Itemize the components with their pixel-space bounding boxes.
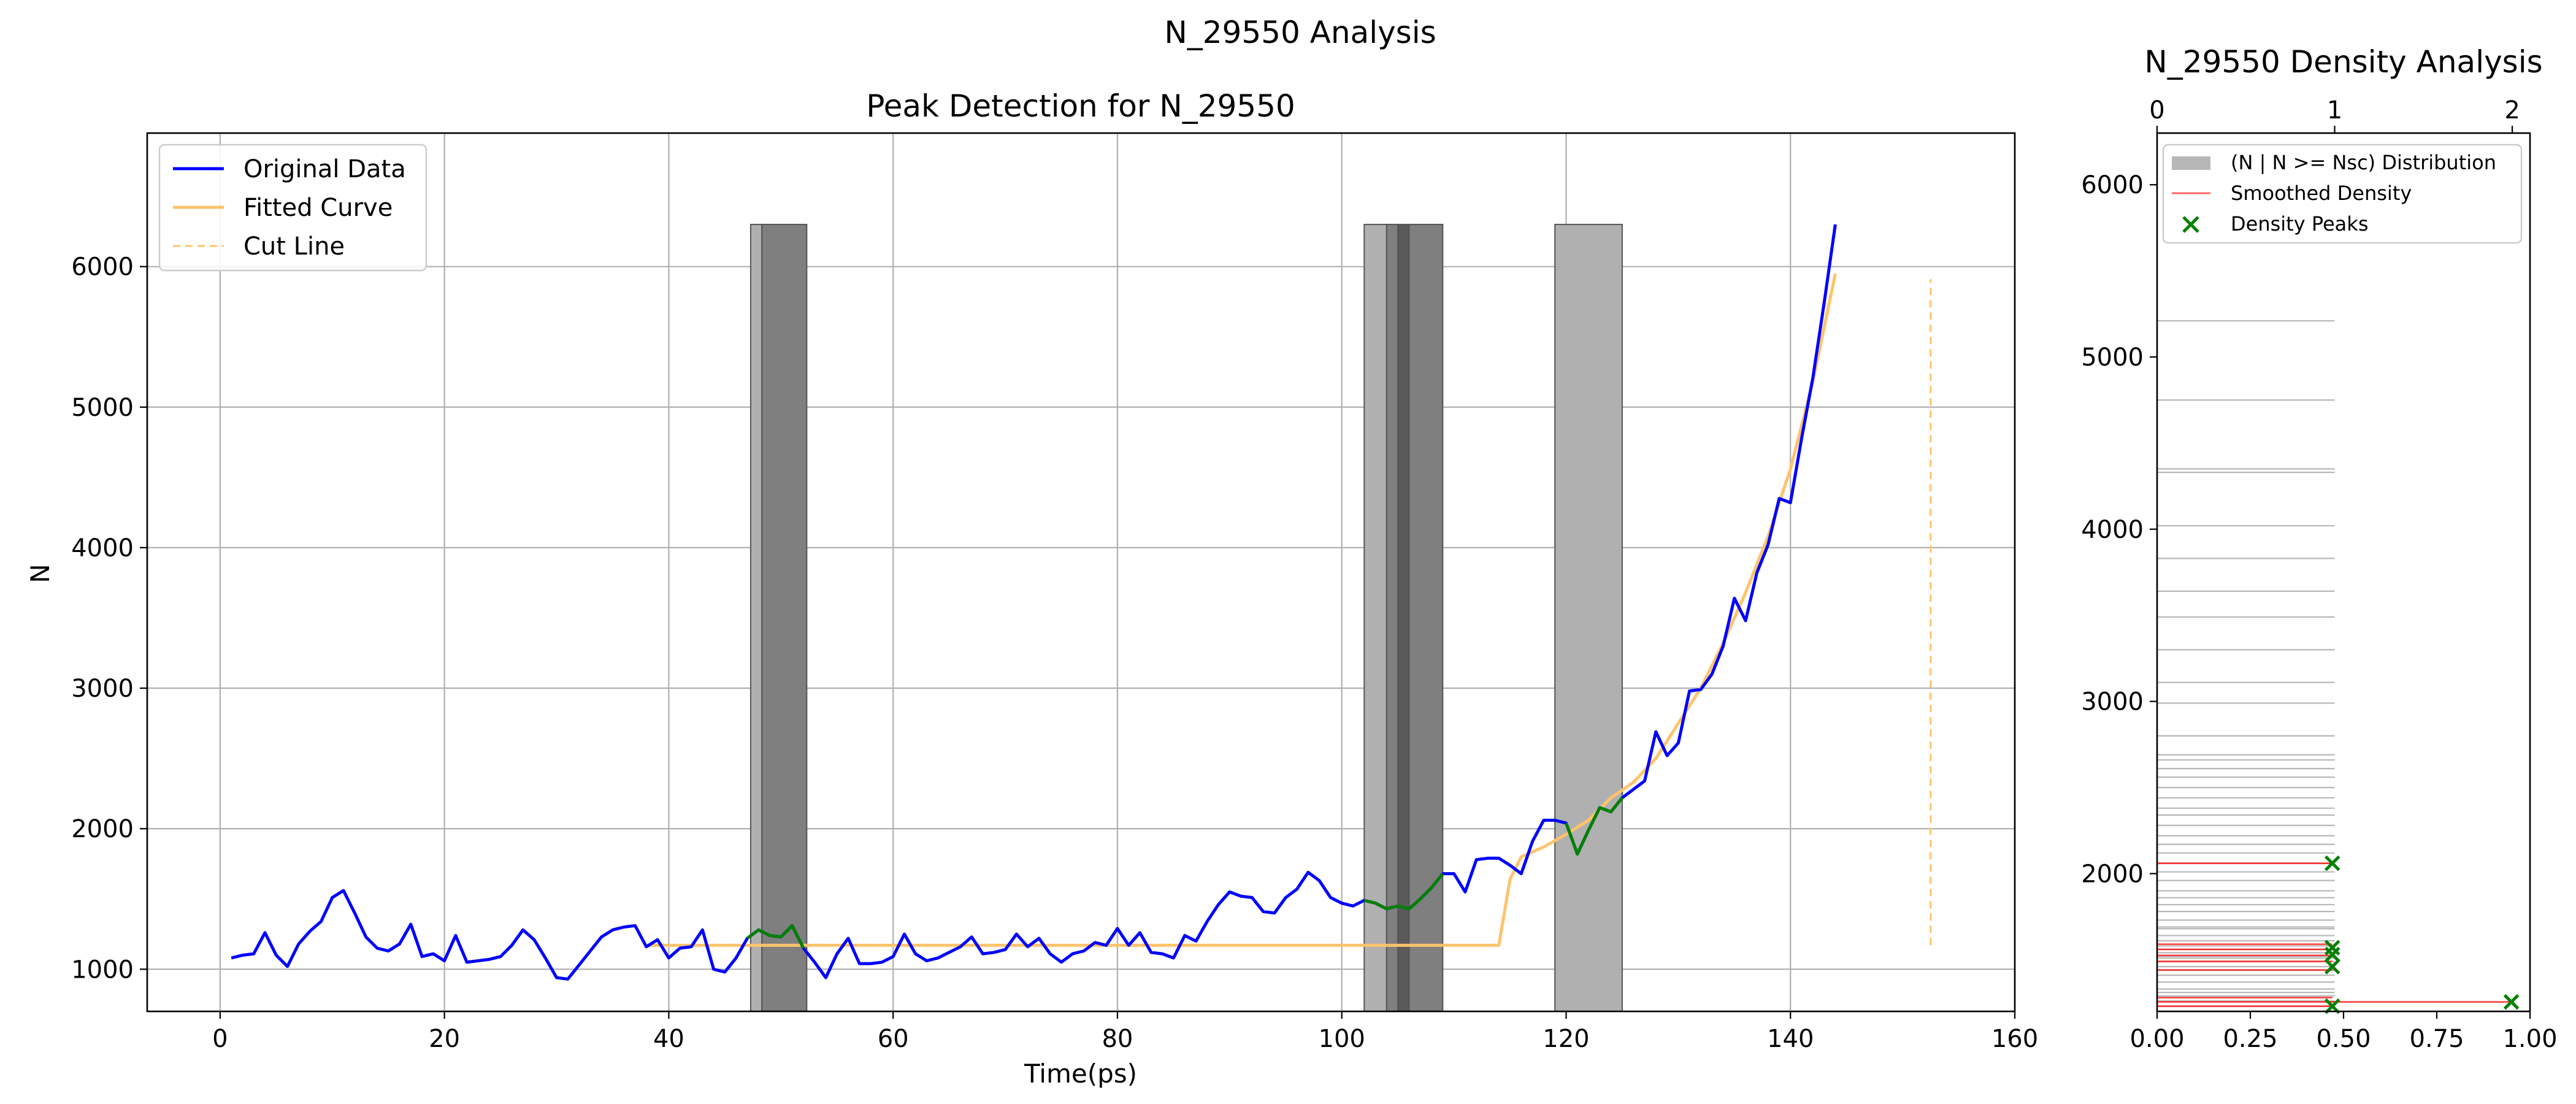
main-series-layer — [231, 224, 1932, 981]
main-y-tick-label: 4000 — [71, 534, 134, 562]
density-y-ticks: 2000 3000 4000 5000 6000 — [2081, 171, 2157, 888]
density-top-x-tick-label: 1 — [2327, 96, 2342, 125]
peak-band — [1386, 223, 1399, 1013]
legend-label-smoothed-density: Smoothed Density — [2231, 182, 2412, 205]
main-y-tick-label: 2000 — [71, 815, 134, 843]
legend-label-cut-line: Cut Line — [243, 232, 345, 261]
density-x-ticks: 0.00 0.25 0.50 0.75 1.00 — [2129, 1011, 2558, 1053]
density-chart: 0.00 0.25 0.50 0.75 1.00 0 1 2 2000 3000 4000 500… — [2081, 44, 2557, 1053]
main-x-tick-label: 100 — [1319, 1025, 1365, 1053]
peak-segment — [1565, 797, 1623, 856]
main-y-tick-label: 5000 — [71, 394, 134, 422]
peak-bands — [749, 223, 1623, 1013]
main-x-axis-label: Time(ps) — [1024, 1059, 1137, 1089]
density-top-x-tick-label: 2 — [2504, 96, 2520, 125]
main-y-tick-label: 1000 — [71, 956, 134, 984]
density-x-tick-label: 0.00 — [2129, 1025, 2184, 1053]
main-legend-box — [158, 144, 427, 272]
figure-title: N_29550 Analysis — [1164, 15, 1436, 50]
legend-label-original-data: Original Data — [243, 155, 406, 183]
peak-band — [1363, 223, 1387, 1013]
legend-peak-marker — [2182, 216, 2199, 233]
main-chart: 0 20 40 60 80 100 120 140 160 1000 2000 3000 4000 50… — [25, 88, 2038, 1089]
peak-band — [749, 223, 763, 1013]
density-top-x-ticks: 0 1 2 — [2149, 96, 2520, 133]
main-y-tick-label: 6000 — [71, 253, 134, 282]
main-x-ticks: 0 20 40 60 80 100 120 140 160 — [212, 1011, 2038, 1053]
main-y-ticks: 1000 2000 3000 4000 5000 6000 — [71, 253, 147, 984]
density-legend-box — [2162, 144, 2523, 244]
main-x-tick-label: 160 — [1991, 1025, 2038, 1053]
density-peak-marker — [2503, 994, 2520, 1010]
density-peak-marker — [2324, 959, 2340, 975]
peak-band — [1554, 223, 1623, 1013]
density-x-tick-label: 0.75 — [2409, 1025, 2464, 1053]
main-legend: Original Data Fitted Curve Cut Line — [158, 144, 427, 272]
main-x-tick-label: 80 — [1102, 1025, 1133, 1053]
density-chart-title: N_29550 Density Analysis — [2144, 44, 2542, 80]
density-peak-marker — [2324, 940, 2340, 956]
main-y-axis-label: N — [25, 564, 55, 583]
peak-band — [1397, 223, 1410, 1013]
legend-swatch-density-peaks — [2182, 216, 2199, 233]
main-plot-frame — [146, 132, 2016, 1013]
legend-label-fitted-curve: Fitted Curve — [243, 194, 393, 222]
density-x-tick-label: 1.00 — [2502, 1025, 2557, 1053]
density-y-tick-label: 3000 — [2081, 688, 2144, 716]
main-chart-title: Peak Detection for N_29550 — [866, 88, 1295, 124]
density-y-tick-label: 5000 — [2081, 343, 2144, 372]
legend-swatch-distribution — [2172, 156, 2210, 170]
density-legend: (N | N >= Nsc) Distribution Smoothed Den… — [2162, 144, 2523, 244]
density-top-x-tick-label: 0 — [2149, 96, 2164, 125]
peak-segment — [1363, 872, 1444, 911]
density-y-tick-label: 6000 — [2081, 171, 2144, 199]
peak-band — [761, 223, 808, 1013]
main-x-tick-label: 60 — [878, 1025, 909, 1053]
peak-segment — [746, 924, 805, 949]
density-x-tick-label: 0.50 — [2316, 1025, 2371, 1053]
main-x-tick-label: 120 — [1543, 1025, 1589, 1053]
main-x-tick-label: 0 — [212, 1025, 228, 1053]
main-y-tick-label: 3000 — [71, 675, 134, 703]
main-x-tick-label: 140 — [1767, 1025, 1814, 1053]
density-peak-marker — [2324, 855, 2340, 872]
legend-label-density-peaks: Density Peaks — [2231, 212, 2368, 236]
density-marks-layer — [2157, 320, 2520, 1014]
main-x-tick-label: 40 — [653, 1025, 684, 1053]
density-x-tick-label: 0.25 — [2223, 1025, 2277, 1053]
main-x-tick-label: 20 — [429, 1025, 460, 1053]
density-y-tick-label: 2000 — [2081, 860, 2144, 888]
legend-label-distribution: (N | N >= Nsc) Distribution — [2231, 151, 2496, 174]
density-y-tick-label: 4000 — [2081, 516, 2144, 544]
